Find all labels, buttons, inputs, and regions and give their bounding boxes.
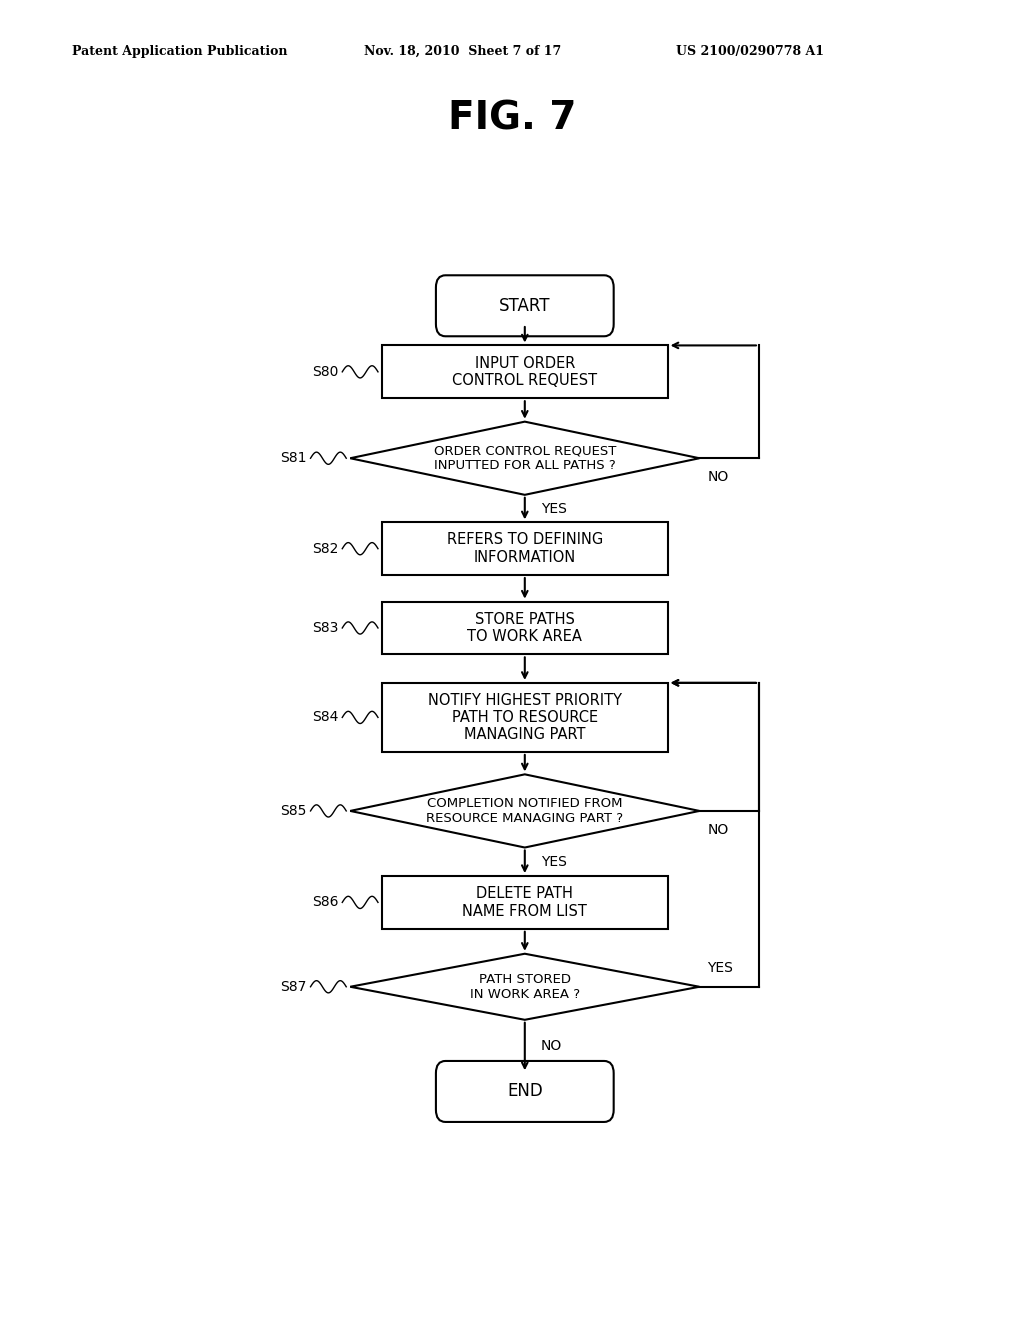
- Bar: [382, 346, 668, 399]
- Bar: [382, 682, 668, 752]
- Text: Patent Application Publication: Patent Application Publication: [72, 45, 287, 58]
- Text: YES: YES: [541, 855, 566, 869]
- Text: FIG. 7: FIG. 7: [447, 99, 577, 137]
- Bar: [382, 876, 668, 929]
- Text: NO: NO: [708, 824, 729, 837]
- Text: NOTIFY HIGHEST PRIORITY
PATH TO RESOURCE
MANAGING PART: NOTIFY HIGHEST PRIORITY PATH TO RESOURCE…: [428, 693, 622, 742]
- Text: S85: S85: [281, 804, 306, 818]
- Text: YES: YES: [708, 961, 733, 974]
- Text: DELETE PATH
NAME FROM LIST: DELETE PATH NAME FROM LIST: [463, 886, 587, 919]
- Text: S81: S81: [280, 451, 306, 465]
- Polygon shape: [350, 775, 699, 847]
- Text: COMPLETION NOTIFIED FROM
RESOURCE MANAGING PART ?: COMPLETION NOTIFIED FROM RESOURCE MANAGI…: [426, 797, 624, 825]
- Text: REFERS TO DEFINING
INFORMATION: REFERS TO DEFINING INFORMATION: [446, 532, 603, 565]
- Polygon shape: [350, 954, 699, 1020]
- Polygon shape: [350, 421, 699, 495]
- Text: YES: YES: [541, 502, 566, 516]
- Text: S87: S87: [281, 979, 306, 994]
- Bar: [382, 602, 668, 655]
- Text: ORDER CONTROL REQUEST
INPUTTED FOR ALL PATHS ?: ORDER CONTROL REQUEST INPUTTED FOR ALL P…: [433, 445, 616, 473]
- Text: S82: S82: [312, 541, 338, 556]
- Text: S80: S80: [312, 364, 338, 379]
- Text: STORE PATHS
TO WORK AREA: STORE PATHS TO WORK AREA: [467, 611, 583, 644]
- Text: END: END: [507, 1082, 543, 1101]
- Text: NO: NO: [708, 470, 729, 484]
- Text: US 2100/0290778 A1: US 2100/0290778 A1: [676, 45, 824, 58]
- Bar: [382, 523, 668, 576]
- Text: S84: S84: [312, 710, 338, 725]
- Text: START: START: [499, 297, 551, 314]
- FancyBboxPatch shape: [436, 276, 613, 337]
- Text: S86: S86: [311, 895, 338, 909]
- FancyBboxPatch shape: [436, 1061, 613, 1122]
- Text: S83: S83: [312, 620, 338, 635]
- Text: NO: NO: [541, 1039, 562, 1053]
- Text: PATH STORED
IN WORK AREA ?: PATH STORED IN WORK AREA ?: [470, 973, 580, 1001]
- Text: INPUT ORDER
CONTROL REQUEST: INPUT ORDER CONTROL REQUEST: [453, 355, 597, 388]
- Text: Nov. 18, 2010  Sheet 7 of 17: Nov. 18, 2010 Sheet 7 of 17: [364, 45, 561, 58]
